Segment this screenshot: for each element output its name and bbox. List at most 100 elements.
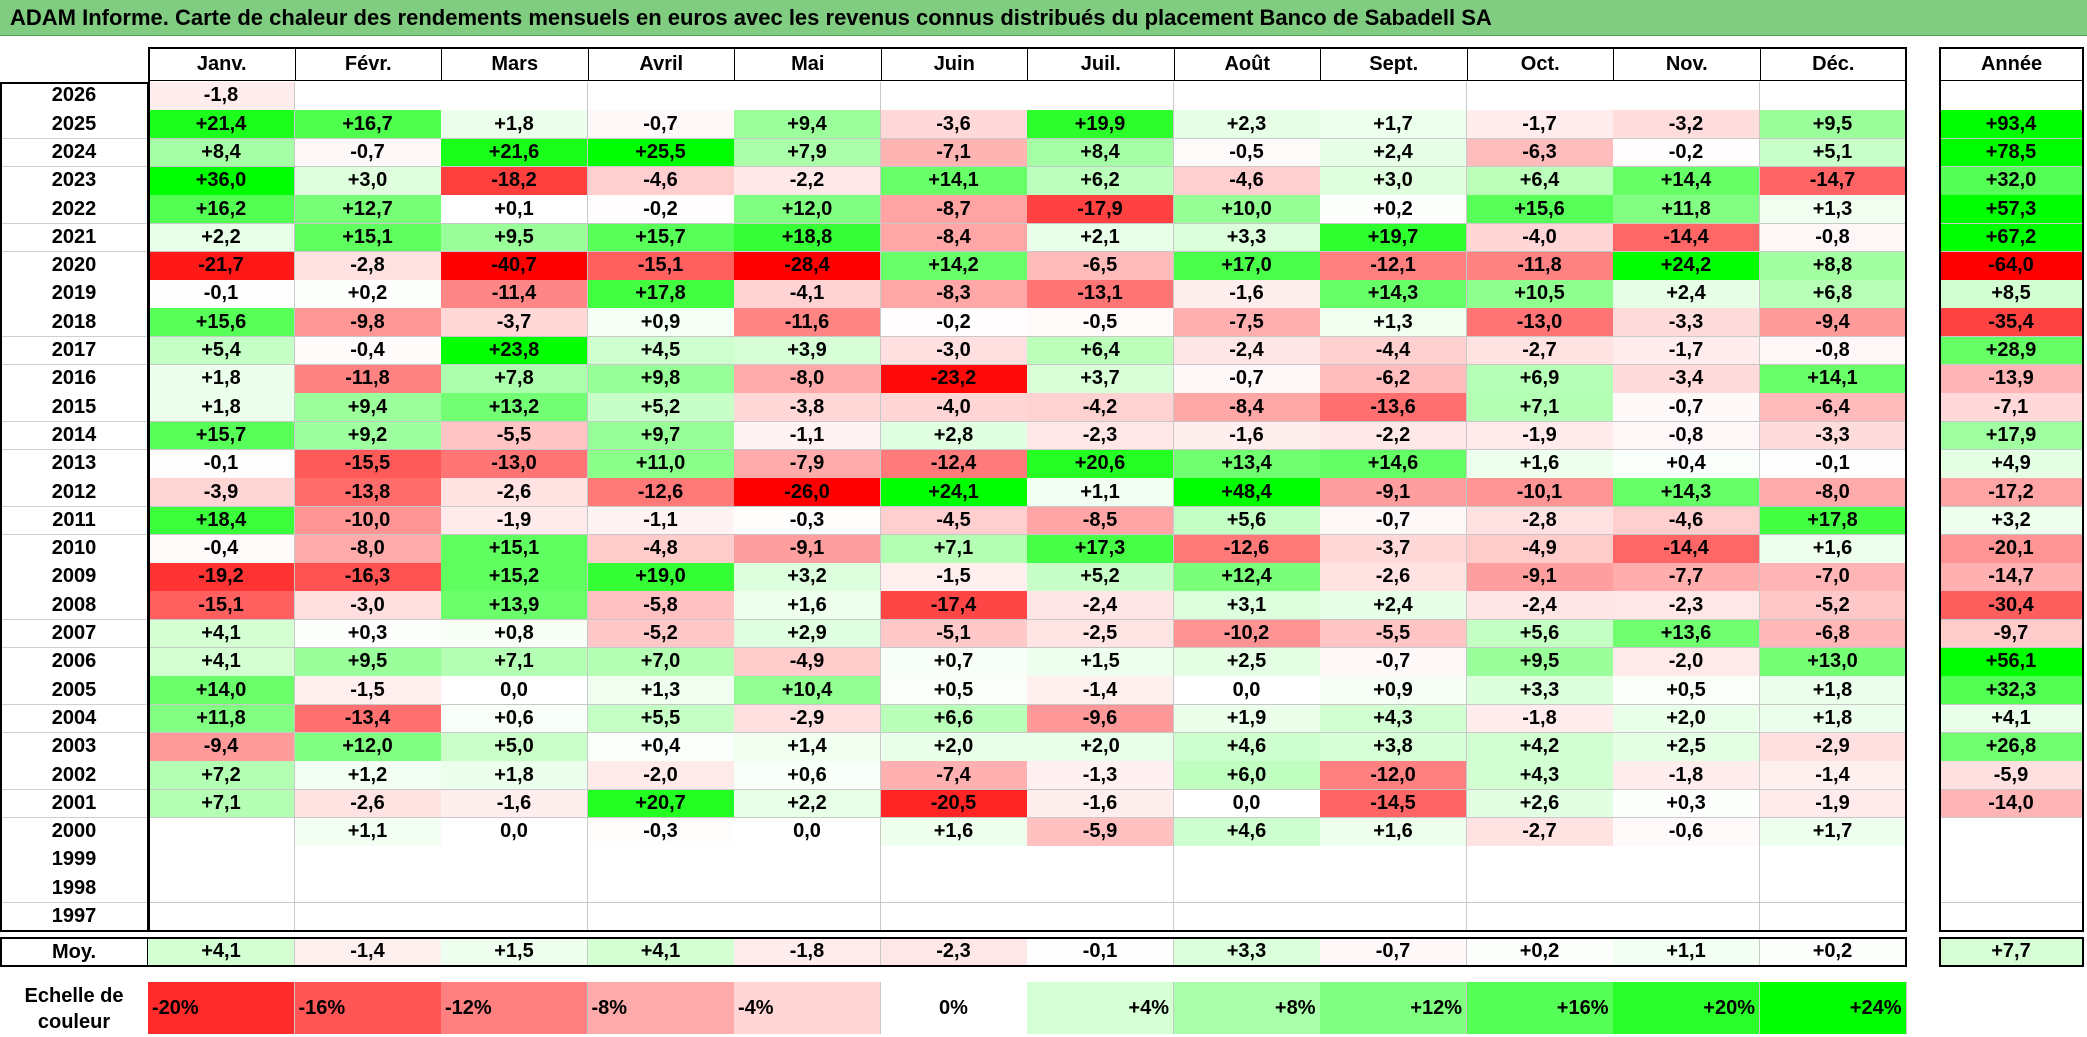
avg-cell: -1,4 xyxy=(294,937,442,967)
heatmap-cell: -14,4 xyxy=(1613,223,1760,253)
heatmap-cell: -7,1 xyxy=(880,138,1028,168)
heatmap-cell: +10,4 xyxy=(734,676,881,706)
heatmap-cell: -4,9 xyxy=(1466,534,1614,564)
heatmap-cell: +1,1 xyxy=(1027,478,1174,507)
heatmap-cell: -1,6 xyxy=(1173,280,1321,309)
heatmap-cell: -20,5 xyxy=(880,789,1028,819)
heatmap-cell: +4,1 xyxy=(148,619,295,649)
heatmap-cell: +9,8 xyxy=(587,365,735,394)
month-header: Sept. xyxy=(1320,47,1468,81)
annual-header: Année xyxy=(1939,47,2084,81)
annual-cell: -14,0 xyxy=(1939,789,2084,819)
heatmap-cell: +9,4 xyxy=(734,110,881,140)
heatmap-cell: -5,5 xyxy=(1320,619,1467,649)
heatmap-cell: +4,2 xyxy=(1466,732,1614,762)
heatmap-cell: -4,6 xyxy=(1613,506,1760,536)
heatmap-cell: +0,2 xyxy=(294,280,442,309)
heatmap-cell: +3,0 xyxy=(1320,166,1467,196)
heatmap-cell: -9,6 xyxy=(1027,704,1174,734)
heatmap-cell: -2,3 xyxy=(1027,421,1174,451)
heatmap-cell: +2,0 xyxy=(1613,704,1760,734)
heatmap-cell xyxy=(1759,846,1907,875)
avg-cell: +0,2 xyxy=(1759,937,1907,967)
annual-cell xyxy=(1939,902,2084,932)
scale-swatch: -8% xyxy=(587,982,735,1034)
heatmap-cell xyxy=(1027,82,1174,111)
heatmap-cell: -3,3 xyxy=(1759,421,1907,451)
heatmap-cell: +3,3 xyxy=(1173,223,1321,253)
heatmap-cell: -1,7 xyxy=(1613,336,1760,366)
heatmap-cell: -4,8 xyxy=(587,534,735,564)
heatmap-cell: +6,6 xyxy=(880,704,1028,734)
heatmap-cell: -13,0 xyxy=(1466,308,1614,338)
heatmap-cell: +14,3 xyxy=(1613,478,1760,507)
heatmap-cell: -13,1 xyxy=(1027,280,1174,309)
heatmap-cell: +1,1 xyxy=(294,817,442,847)
heatmap-cell: +2,5 xyxy=(1613,732,1760,762)
heatmap-cell: +1,6 xyxy=(880,817,1028,847)
heatmap-cell: +4,1 xyxy=(148,648,295,677)
heatmap-cell: -17,9 xyxy=(1027,195,1174,224)
year-label: 2025 xyxy=(0,110,148,140)
heatmap-cell: +1,6 xyxy=(1320,817,1467,847)
heatmap-cell: +4,6 xyxy=(1173,732,1321,762)
heatmap-cell: +13,4 xyxy=(1173,449,1321,479)
heatmap-cell: +3,0 xyxy=(294,166,442,196)
heatmap-cell: +5,5 xyxy=(587,704,735,734)
heatmap-cell: -1,8 xyxy=(148,82,295,111)
heatmap-cell: -9,4 xyxy=(148,732,295,762)
heatmap-cell: +9,5 xyxy=(1466,648,1614,677)
heatmap-cell: +13,6 xyxy=(1613,619,1760,649)
heatmap-cell: +7,0 xyxy=(587,648,735,677)
year-label: 1998 xyxy=(0,874,148,904)
heatmap-cell: +1,7 xyxy=(1320,110,1467,140)
scale-swatch: -4% xyxy=(734,982,881,1034)
heatmap-cell: -7,5 xyxy=(1173,308,1321,338)
heatmap-cell: -2,0 xyxy=(1613,648,1760,677)
heatmap-cell: -3,8 xyxy=(734,393,881,423)
annual-cell: -9,7 xyxy=(1939,619,2084,649)
heatmap-cell: +9,5 xyxy=(441,223,588,253)
heatmap-cell xyxy=(1173,902,1321,932)
heatmap-cell: -1,9 xyxy=(1759,789,1907,819)
heatmap-cell xyxy=(441,902,588,932)
heatmap-cell xyxy=(734,874,881,904)
heatmap-cell xyxy=(441,846,588,875)
heatmap-cell: -4,0 xyxy=(880,393,1028,423)
heatmap-cell: -15,1 xyxy=(587,251,735,281)
year-label: 2024 xyxy=(0,138,148,168)
heatmap-cell: -2,4 xyxy=(1466,591,1614,621)
heatmap-cell: -2,6 xyxy=(1320,563,1467,592)
heatmap-cell: +14,6 xyxy=(1320,449,1467,479)
heatmap-cell: -10,0 xyxy=(294,506,442,536)
avg-cell: +1,5 xyxy=(441,937,588,967)
heatmap-cell: +3,3 xyxy=(1466,676,1614,706)
heatmap-cell: -8,7 xyxy=(880,195,1028,224)
color-scale-label: Echelle de couleur xyxy=(0,980,148,1037)
heatmap-cell: +20,7 xyxy=(587,789,735,819)
scale-swatch: +12% xyxy=(1320,982,1467,1034)
heatmap-cell: -9,1 xyxy=(1466,563,1614,592)
annual-cell: +28,9 xyxy=(1939,336,2084,366)
heatmap-cell xyxy=(1613,902,1760,932)
heatmap-cell: +0,4 xyxy=(587,732,735,762)
heatmap-cell: +2,5 xyxy=(1173,648,1321,677)
heatmap-cell: +9,2 xyxy=(294,421,442,451)
heatmap-cell: -13,6 xyxy=(1320,393,1467,423)
heatmap-cell: 0,0 xyxy=(441,817,588,847)
year-label: 2020 xyxy=(0,251,148,281)
heatmap-cell: -2,4 xyxy=(1173,336,1321,366)
heatmap-cell: -0,2 xyxy=(880,308,1028,338)
heatmap-cell: +7,9 xyxy=(734,138,881,168)
heatmap-cell xyxy=(734,846,881,875)
annual-cell: +78,5 xyxy=(1939,138,2084,168)
month-header: Févr. xyxy=(294,47,442,81)
heatmap-cell: +2,9 xyxy=(734,619,881,649)
heatmap-cell: +14,2 xyxy=(880,251,1028,281)
heatmap-cell: +23,8 xyxy=(441,336,588,366)
scale-swatch: +24% xyxy=(1759,982,1907,1034)
heatmap-cell: +2,3 xyxy=(1173,110,1321,140)
heatmap-cell: +7,1 xyxy=(441,648,588,677)
heatmap-cell xyxy=(1027,846,1174,875)
heatmap-cell: -2,7 xyxy=(1466,817,1614,847)
